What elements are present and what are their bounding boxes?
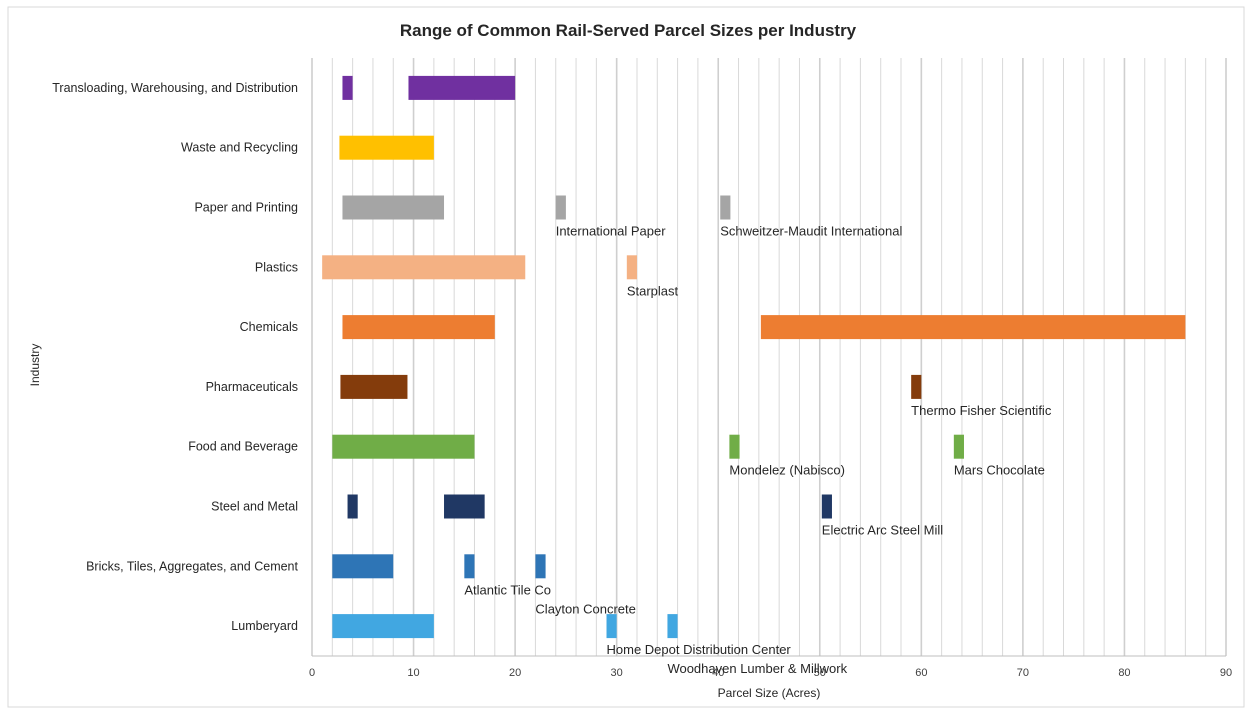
x-tick-labels: 0 10 20 30 40 50 60 70 80 90 bbox=[309, 667, 1232, 679]
range-bar bbox=[322, 255, 526, 280]
category-label: Chemicals bbox=[240, 320, 298, 334]
x-tick-label: 0 bbox=[309, 667, 315, 679]
x-tick-label: 70 bbox=[1017, 667, 1029, 679]
bar-annotation: Atlantic Tile Co bbox=[464, 582, 551, 597]
x-tick-label: 50 bbox=[814, 667, 826, 679]
bar-annotation: Home Depot Distribution Center bbox=[607, 642, 792, 657]
bars bbox=[322, 75, 1186, 639]
range-bar bbox=[342, 195, 445, 220]
range-bar bbox=[464, 554, 475, 579]
range-bar bbox=[444, 494, 485, 519]
range-bar bbox=[760, 315, 1186, 340]
category-label: Lumberyard bbox=[231, 619, 298, 633]
range-bar bbox=[911, 374, 922, 399]
gridlines bbox=[311, 58, 1227, 657]
bar-annotation: Thermo Fisher Scientific bbox=[911, 403, 1052, 418]
range-bar bbox=[720, 195, 731, 220]
range-bar bbox=[555, 195, 566, 220]
range-bar bbox=[626, 255, 637, 280]
x-tick-label: 60 bbox=[915, 667, 927, 679]
range-bar bbox=[347, 494, 358, 519]
bar-annotation: International Paper bbox=[556, 224, 667, 239]
bar-annotation: Mars Chocolate bbox=[954, 463, 1045, 478]
range-bar bbox=[332, 614, 434, 639]
range-bar bbox=[332, 554, 394, 579]
x-tick-label: 10 bbox=[407, 667, 419, 679]
bar-annotation: Mondelez (Nabisco) bbox=[729, 463, 845, 478]
category-label: Steel and Metal bbox=[211, 500, 298, 514]
range-bar bbox=[606, 614, 617, 639]
category-label: Paper and Printing bbox=[194, 201, 298, 215]
category-labels: Transloading, Warehousing, and Distribut… bbox=[52, 81, 298, 633]
x-tick-label: 80 bbox=[1118, 667, 1130, 679]
range-bar bbox=[667, 614, 678, 639]
bar-annotation: Electric Arc Steel Mill bbox=[822, 523, 943, 538]
range-bar bbox=[408, 75, 516, 100]
range-bar bbox=[535, 554, 546, 579]
x-tick-label: 20 bbox=[509, 667, 521, 679]
category-label: Waste and Recycling bbox=[181, 141, 298, 155]
category-label: Plastics bbox=[255, 260, 298, 274]
range-bar bbox=[953, 434, 964, 459]
bar-annotation: Woodhaven Lumber & Millwork bbox=[667, 661, 847, 676]
chart-border bbox=[7, 6, 1245, 708]
x-tick-label: 90 bbox=[1220, 667, 1232, 679]
range-bar bbox=[339, 135, 434, 160]
range-bar bbox=[340, 374, 408, 399]
x-tick-label: 40 bbox=[712, 667, 724, 679]
chart-title: Range of Common Rail-Served Parcel Sizes… bbox=[400, 21, 857, 40]
range-bar bbox=[729, 434, 740, 459]
category-label: Food and Beverage bbox=[188, 440, 298, 454]
bar-annotation: Starplast bbox=[627, 283, 679, 298]
bar-annotation: Clayton Concrete bbox=[535, 601, 635, 616]
bar-annotations: International Paper Schweitzer-Maudit Int… bbox=[464, 224, 1051, 677]
range-bar bbox=[342, 315, 495, 340]
range-bar bbox=[821, 494, 832, 519]
category-label: Transloading, Warehousing, and Distribut… bbox=[52, 81, 298, 95]
bar-annotation: Schweitzer-Maudit International bbox=[720, 224, 902, 239]
x-tick-label: 30 bbox=[611, 667, 623, 679]
category-label: Bricks, Tiles, Aggregates, and Cement bbox=[86, 559, 298, 573]
category-label: Pharmaceuticals bbox=[206, 380, 298, 394]
y-axis-title: Industry bbox=[28, 344, 42, 387]
range-bar bbox=[342, 75, 353, 100]
x-axis-title: Parcel Size (Acres) bbox=[718, 686, 821, 700]
range-bar bbox=[332, 434, 475, 459]
